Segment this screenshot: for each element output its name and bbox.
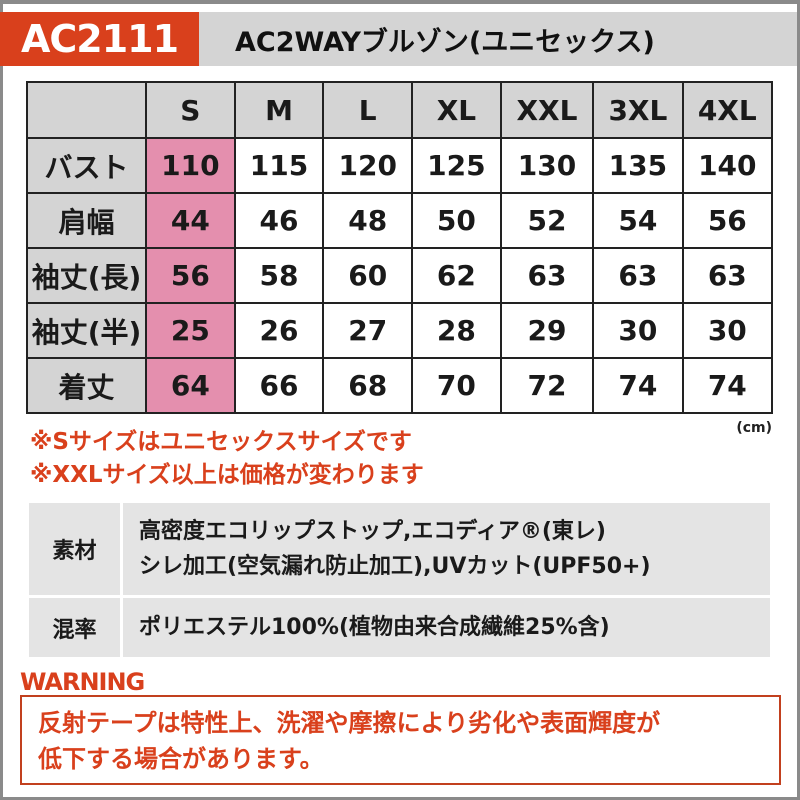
measure-value: 63	[681, 247, 774, 304]
measure-label: 袖丈(半)	[26, 302, 147, 359]
size-header: M	[233, 81, 325, 139]
size-row: 着丈 64 66 68 70 72 74 74	[26, 357, 774, 414]
measure-value: 52	[499, 192, 595, 249]
note: ※Sサイズはユニセックスサイズです	[30, 429, 412, 455]
measure-value: 56	[145, 247, 236, 304]
note: ※XXLサイズ以上は価格が変わります	[30, 462, 424, 488]
measure-value: 56	[681, 192, 774, 249]
measure-label: 肩幅	[26, 192, 147, 249]
material-label: 素材	[26, 500, 123, 598]
product-title: AC2WAYブルゾン(ユニセックス)	[199, 12, 797, 66]
measure-value: 64	[145, 357, 236, 414]
measure-value: 54	[592, 192, 684, 249]
measure-value: 72	[499, 357, 595, 414]
size-header: XXL	[499, 81, 595, 139]
blend-row: 混率 ポリエステル100%(植物由来合成繊維25%含)	[26, 595, 773, 660]
measure-value: 46	[233, 192, 325, 249]
size-header: 4XL	[681, 81, 774, 139]
measure-value: 125	[411, 137, 502, 194]
size-header: L	[322, 81, 414, 139]
measure-value: 68	[322, 357, 414, 414]
warning-line: 反射テープは特性上、洗濯や摩擦により劣化や表面輝度が	[38, 709, 661, 737]
measure-value: 63	[499, 247, 595, 304]
size-table: S M L XL XXL 3XL 4XL バスト 110 115 120 125 130 1…	[26, 81, 774, 414]
measure-value: 66	[233, 357, 325, 414]
warning-line: 低下する場合があります。	[38, 745, 324, 773]
size-header-row: S M L XL XXL 3XL 4XL	[26, 81, 774, 139]
notes: ※Sサイズはユニセックスサイズです ※XXLサイズ以上は価格が変わります	[30, 426, 424, 492]
measure-value: 44	[145, 192, 236, 249]
material-line: シレ加工(空気漏れ防止加工),UVカット(UPF50+)	[139, 554, 651, 579]
measure-value: 62	[411, 247, 502, 304]
measure-value: 74	[681, 357, 774, 414]
measure-value: 74	[592, 357, 684, 414]
measure-label: 着丈	[26, 357, 147, 414]
measure-value: 135	[592, 137, 684, 194]
corner-cell	[26, 81, 147, 139]
material-value: 高密度エコリップストップ,エコディア®(東レ) シレ加工(空気漏れ防止加工),U…	[120, 500, 773, 598]
measure-value: 110	[145, 137, 236, 194]
measure-value: 115	[233, 137, 325, 194]
blend-value: ポリエステル100%(植物由来合成繊維25%含)	[120, 595, 773, 660]
measure-value: 130	[499, 137, 595, 194]
measure-label: 袖丈(長)	[26, 247, 147, 304]
measure-value: 140	[681, 137, 774, 194]
measure-value: 70	[411, 357, 502, 414]
measure-value: 48	[322, 192, 414, 249]
size-row: バスト 110 115 120 125 130 135 140	[26, 137, 774, 194]
measure-label: バスト	[26, 137, 147, 194]
measure-value: 58	[233, 247, 325, 304]
measure-value: 27	[322, 302, 414, 359]
material-table: 素材 高密度エコリップストップ,エコディア®(東レ) シレ加工(空気漏れ防止加工…	[26, 500, 773, 660]
size-row: 袖丈(半) 25 26 27 28 29 30 30	[26, 302, 774, 359]
size-header: XL	[411, 81, 502, 139]
measure-value: 120	[322, 137, 414, 194]
blend-label: 混率	[26, 595, 123, 660]
measure-value: 63	[592, 247, 684, 304]
material-line: 高密度エコリップストップ,エコディア®(東レ)	[139, 519, 606, 544]
unit-label: (cm)	[736, 420, 772, 436]
measure-value: 30	[681, 302, 774, 359]
measure-value: 29	[499, 302, 595, 359]
size-row: 肩幅 44 46 48 50 52 54 56	[26, 192, 774, 249]
measure-value: 60	[322, 247, 414, 304]
size-header: S	[145, 81, 236, 139]
measure-value: 50	[411, 192, 502, 249]
material-row: 素材 高密度エコリップストップ,エコディア®(東レ) シレ加工(空気漏れ防止加工…	[26, 500, 773, 598]
size-row: 袖丈(長) 56 58 60 62 63 63 63	[26, 247, 774, 304]
measure-value: 28	[411, 302, 502, 359]
measure-value: 30	[592, 302, 684, 359]
measure-value: 26	[233, 302, 325, 359]
measure-value: 25	[145, 302, 236, 359]
warning-box: 反射テープは特性上、洗濯や摩擦により劣化や表面輝度が 低下する場合があります。	[20, 695, 781, 785]
size-header: 3XL	[592, 81, 684, 139]
warning-label: WARNING	[20, 668, 145, 696]
product-code: AC2111	[0, 12, 199, 66]
